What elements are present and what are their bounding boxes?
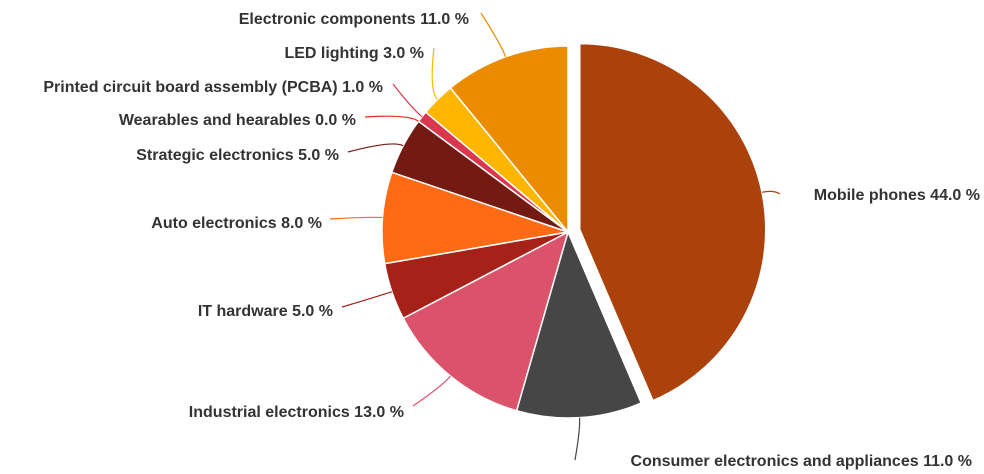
label-mobile-phones: Mobile phones 44.0 % — [814, 187, 980, 204]
label-wearables-and-hearables: Wearables and hearables 0.0 % — [119, 112, 356, 129]
slice-mobile-phones — [579, 42, 767, 402]
slice-industrial-electronics — [402, 230, 570, 412]
slice-labels: Mobile phones 44.0 % Consumer electronics… — [43, 11, 980, 470]
label-it-hardware: IT hardware 5.0 % — [198, 303, 333, 320]
leader-lines — [329, 12, 781, 461]
leader-strategic-electronics — [347, 143, 404, 153]
leader-led-lighting — [431, 47, 438, 100]
label-strategic-electronics: Strategic electronics 5.0 % — [136, 147, 339, 164]
leader-wearables-and-hearables — [364, 115, 419, 122]
slice-electronic-components — [449, 45, 569, 235]
label-auto-electronics: Auto electronics 8.0 % — [151, 215, 322, 232]
pie-slices — [381, 42, 767, 419]
slice-auto-electronics — [381, 171, 569, 265]
label-consumer-electronics-and-appliances: Consumer electronics and appliances 11.0… — [631, 453, 972, 470]
label-led-lighting: LED lighting 3.0 % — [284, 45, 424, 62]
leader-auto-electronics — [329, 216, 383, 220]
label-electronic-components: Electronic components 11.0 % — [239, 11, 469, 28]
leader-industrial-electronics — [412, 375, 451, 407]
label-printed-circuit-board-assembly-pcba: Printed circuit board assembly (PCBA) 1.… — [43, 79, 383, 96]
leader-electronic-components — [480, 12, 507, 57]
leader-consumer-electronics-and-appliances — [574, 417, 581, 461]
leader-it-hardware — [341, 291, 393, 308]
leader-mobile-phones — [761, 190, 781, 195]
leader-printed-circuit-board-assembly-pcba — [392, 83, 423, 118]
label-industrial-electronics: Industrial electronics 13.0 % — [189, 404, 404, 421]
